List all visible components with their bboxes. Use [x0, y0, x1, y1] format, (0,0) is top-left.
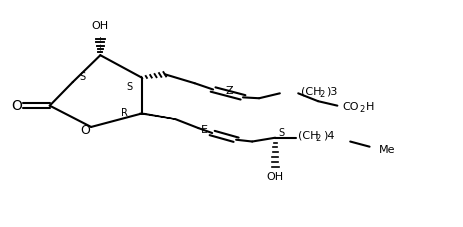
Text: )4: )4 [323, 131, 334, 141]
Text: R: R [121, 108, 128, 118]
Text: Me: Me [379, 146, 395, 155]
Text: OH: OH [92, 21, 109, 31]
Text: S: S [79, 72, 86, 81]
Text: E: E [200, 125, 207, 135]
Text: (CH: (CH [298, 131, 319, 141]
Text: 2: 2 [319, 90, 324, 99]
Polygon shape [139, 114, 175, 119]
Text: H: H [366, 102, 374, 112]
Text: O: O [11, 99, 22, 113]
Text: S: S [126, 81, 132, 91]
Text: (CH: (CH [301, 86, 322, 96]
Text: CO: CO [342, 102, 358, 112]
Text: OH: OH [267, 172, 284, 182]
Text: 2: 2 [316, 134, 321, 143]
Text: Z: Z [225, 86, 233, 96]
Text: 2: 2 [359, 105, 365, 114]
Text: S: S [278, 128, 284, 138]
Text: )3: )3 [326, 86, 337, 96]
Text: O: O [81, 124, 91, 137]
